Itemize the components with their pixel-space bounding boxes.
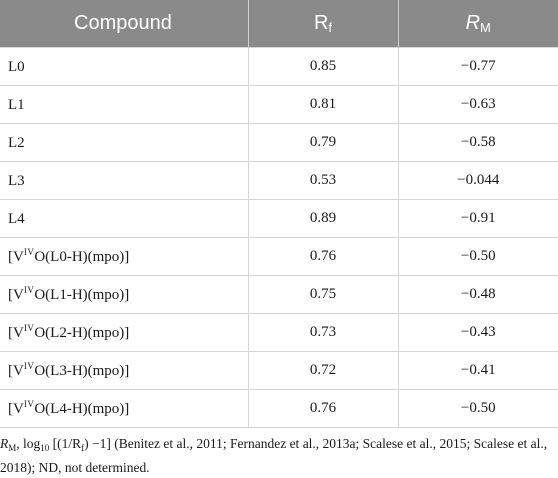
compound-prefix: L4 xyxy=(8,211,25,227)
oxidation-state-sup: IV xyxy=(23,361,35,371)
table-row: L3 0.53 −0.044 xyxy=(0,161,558,200)
rm-cell: −0.77 xyxy=(397,47,558,86)
rf-cell: 0.76 xyxy=(247,389,399,428)
footnote-formula-a: [(1/R xyxy=(49,436,82,451)
compound-cell: [VIVO(L4-H)(mpo)] xyxy=(0,389,249,428)
footnote-formula-sub: f xyxy=(81,443,85,453)
compound-cell: [VIVO(L2-H)(mpo)] xyxy=(0,313,249,352)
rf-cell: 0.79 xyxy=(247,123,399,162)
compound-prefix: [V xyxy=(8,325,24,341)
rm-cell: −0.91 xyxy=(397,199,558,238)
rm-cell: −0.50 xyxy=(397,389,558,428)
table-row: L0 0.85 −0.77 xyxy=(0,47,558,86)
compound-cell: [VIVO(L3-H)(mpo)] xyxy=(0,351,249,390)
rm-cell: −0.43 xyxy=(397,313,558,352)
compound-prefix: L1 xyxy=(8,97,25,113)
compound-cell: L3 xyxy=(0,161,249,200)
header-rm: RM xyxy=(398,0,558,48)
table-row: [VIVO(L0-H)(mpo)] 0.76 −0.50 xyxy=(0,237,558,276)
compound-prefix: [V xyxy=(8,363,24,379)
rm-cell: −0.50 xyxy=(397,237,558,276)
oxidation-state-sup: IV xyxy=(23,285,35,295)
header-rf-base: R xyxy=(313,12,329,34)
compound-suffix: O(L2-H)(mpo)] xyxy=(34,325,130,341)
header-rm-sub: M xyxy=(480,20,491,35)
table-row: L2 0.79 −0.58 xyxy=(0,123,558,162)
rm-cell: −0.63 xyxy=(397,85,558,124)
table-row: [VIVO(L1-H)(mpo)] 0.75 −0.48 xyxy=(0,275,558,314)
rm-cell: −0.41 xyxy=(397,351,558,390)
compound-cell: L0 xyxy=(0,47,249,86)
rf-cell: 0.72 xyxy=(247,351,399,390)
footnote-rm-base: R xyxy=(0,436,9,451)
footnote-sep: , log xyxy=(16,436,41,451)
compound-suffix: O(L3-H)(mpo)] xyxy=(34,363,130,379)
header-rf: Rf xyxy=(248,0,399,48)
rf-cell: 0.76 xyxy=(247,237,399,276)
rf-cell: 0.89 xyxy=(247,199,399,238)
compound-prefix: [V xyxy=(8,401,24,417)
oxidation-state-sup: IV xyxy=(23,247,35,257)
compound-suffix: O(L0-H)(mpo)] xyxy=(34,249,130,265)
compound-suffix: O(L4-H)(mpo)] xyxy=(34,401,130,417)
header-rf-sub: f xyxy=(328,20,333,35)
rf-cell: 0.85 xyxy=(247,47,399,86)
header-compound: Compound xyxy=(0,0,249,48)
table-row: L4 0.89 −0.91 xyxy=(0,199,558,238)
footnote-log-sub: 10 xyxy=(40,443,50,453)
compound-cell: [VIVO(L0-H)(mpo)] xyxy=(0,237,249,276)
oxidation-state-sup: IV xyxy=(23,323,35,333)
compound-prefix: [V xyxy=(8,287,24,303)
compound-prefix: L2 xyxy=(8,135,25,151)
rm-cell: −0.58 xyxy=(397,123,558,162)
compound-cell: L4 xyxy=(0,199,249,238)
table-footnote: RM, log10 [(1/Rf) −1] (Benitez et al., 2… xyxy=(0,428,558,477)
oxidation-state-sup: IV xyxy=(23,399,35,409)
compound-rf-rm-table: Compound Rf RM L0 0.85 −0.77 L1 0.81 −0.… xyxy=(0,0,558,428)
rm-cell: −0.044 xyxy=(397,161,558,200)
compound-prefix: L3 xyxy=(8,173,25,189)
table-row: L1 0.81 −0.63 xyxy=(0,85,558,124)
footnote-rm-sub: M xyxy=(8,443,17,453)
rf-cell: 0.75 xyxy=(247,275,399,314)
footnote-formula-b: ) −1] (Benitez et al., 2011; Fernandez e… xyxy=(0,436,548,475)
table-row: [VIVO(L3-H)(mpo)] 0.72 −0.41 xyxy=(0,351,558,390)
rf-cell: 0.73 xyxy=(247,313,399,352)
rf-cell: 0.81 xyxy=(247,85,399,124)
compound-suffix: O(L1-H)(mpo)] xyxy=(34,287,130,303)
table-header-row: Compound Rf RM xyxy=(0,0,558,48)
compound-cell: [VIVO(L1-H)(mpo)] xyxy=(0,275,249,314)
compound-prefix: [V xyxy=(8,249,24,265)
compound-cell: L1 xyxy=(0,85,249,124)
compound-cell: L2 xyxy=(0,123,249,162)
rm-cell: −0.48 xyxy=(397,275,558,314)
rf-cell: 0.53 xyxy=(247,161,399,200)
table-row: [VIVO(L4-H)(mpo)] 0.76 −0.50 xyxy=(0,389,558,428)
compound-prefix: L0 xyxy=(8,59,25,75)
header-rm-base: R xyxy=(465,12,481,34)
table-row: [VIVO(L2-H)(mpo)] 0.73 −0.43 xyxy=(0,313,558,352)
